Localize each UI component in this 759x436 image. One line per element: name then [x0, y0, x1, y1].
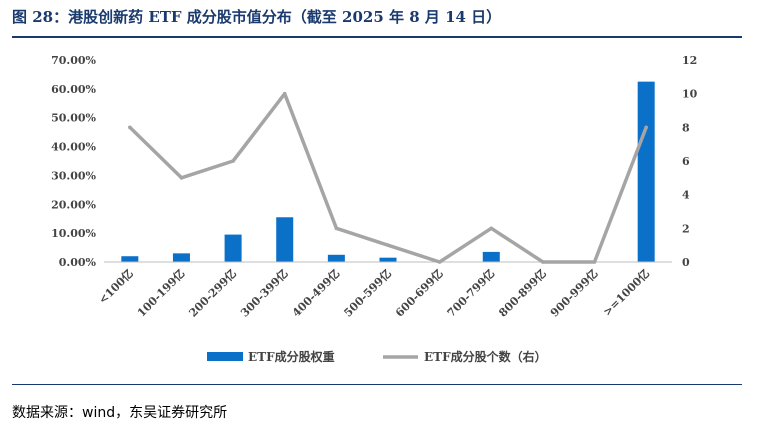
weight-bar — [379, 257, 397, 262]
count-point — [437, 260, 442, 264]
count-point — [592, 260, 597, 264]
count-point — [128, 125, 132, 130]
legend: ETF成分股权重 ETF成分股个数（右） — [207, 349, 547, 364]
y-left-axis: 0.00% 10.00% 20.00% 30.00% 40.00% 50.00% 60.00… — [51, 54, 96, 269]
x-tick-label: >=1000亿 — [600, 266, 652, 318]
y-left-tick-label: 0.00% — [59, 256, 97, 269]
x-tick-label: 300-399亿 — [237, 266, 290, 319]
weight-bar — [637, 81, 655, 263]
x-axis-labels: <100亿100-199亿200-299亿300-399亿400-499亿500… — [96, 266, 653, 319]
weight-bar — [327, 254, 345, 262]
count-point — [231, 159, 235, 163]
legend-swatch-bars — [207, 352, 243, 361]
x-tick-label: 600-699亿 — [392, 266, 445, 319]
count-point — [282, 91, 287, 96]
x-tick-label: 400-499亿 — [289, 266, 342, 319]
count-point — [386, 243, 390, 247]
y-left-tick-label: 30.00% — [51, 169, 96, 182]
count-point — [334, 226, 339, 231]
legend-label-bars: ETF成分股权重 — [248, 349, 335, 364]
y-left-tick-label: 50.00% — [51, 112, 96, 125]
count-point — [179, 176, 184, 180]
weight-bar — [276, 217, 294, 262]
count-point — [644, 125, 648, 130]
count-line-series — [128, 91, 648, 264]
count-line — [128, 91, 648, 264]
x-tick-label: 700-799亿 — [444, 266, 497, 319]
x-tick-label: 900-999亿 — [547, 266, 600, 319]
y-right-tick-label: 4 — [682, 189, 690, 202]
source-rule — [12, 384, 742, 385]
y-left-tick-label: 70.00% — [51, 54, 96, 67]
y-right-tick-label: 8 — [682, 121, 690, 134]
source-note: 数据来源：wind，东吴证券研究所 — [12, 405, 228, 421]
weight-bar — [224, 234, 242, 262]
y-left-tick-label: 20.00% — [51, 198, 96, 211]
x-tick-label: 100-199亿 — [134, 266, 187, 319]
weight-bar — [482, 251, 500, 262]
y-left-tick-label: 60.00% — [51, 83, 96, 96]
y-left-tick-label: 10.00% — [51, 227, 96, 240]
legend-label-line: ETF成分股个数（右） — [424, 349, 547, 364]
market-cap-chart: 0.00% 10.00% 20.00% 30.00% 40.00% 50.00% 60.00… — [51, 54, 698, 364]
weight-bar — [121, 256, 139, 262]
x-tick-label: 200-299亿 — [186, 266, 239, 319]
weight-bar — [172, 253, 190, 262]
figure-title: 图 28：港股创新药 ETF 成分股市值分布（截至 2025 年 8 月 14 … — [12, 8, 502, 26]
y-left-tick-label: 40.00% — [51, 141, 96, 154]
y-right-tick-label: 2 — [682, 222, 690, 235]
title-rule — [12, 36, 742, 38]
y-right-axis: 0 2 4 6 8 10 12 — [682, 54, 698, 269]
y-right-tick-label: 10 — [682, 88, 698, 101]
x-tick-label: 500-599亿 — [341, 266, 394, 319]
count-point — [541, 260, 545, 264]
y-right-tick-label: 12 — [682, 54, 697, 67]
count-point — [489, 226, 494, 231]
y-right-tick-label: 6 — [682, 155, 690, 168]
x-tick-label: 800-899亿 — [496, 266, 549, 319]
y-right-tick-label: 0 — [682, 256, 690, 269]
weight-bars — [121, 81, 655, 263]
x-tick-label: <100亿 — [96, 266, 136, 306]
